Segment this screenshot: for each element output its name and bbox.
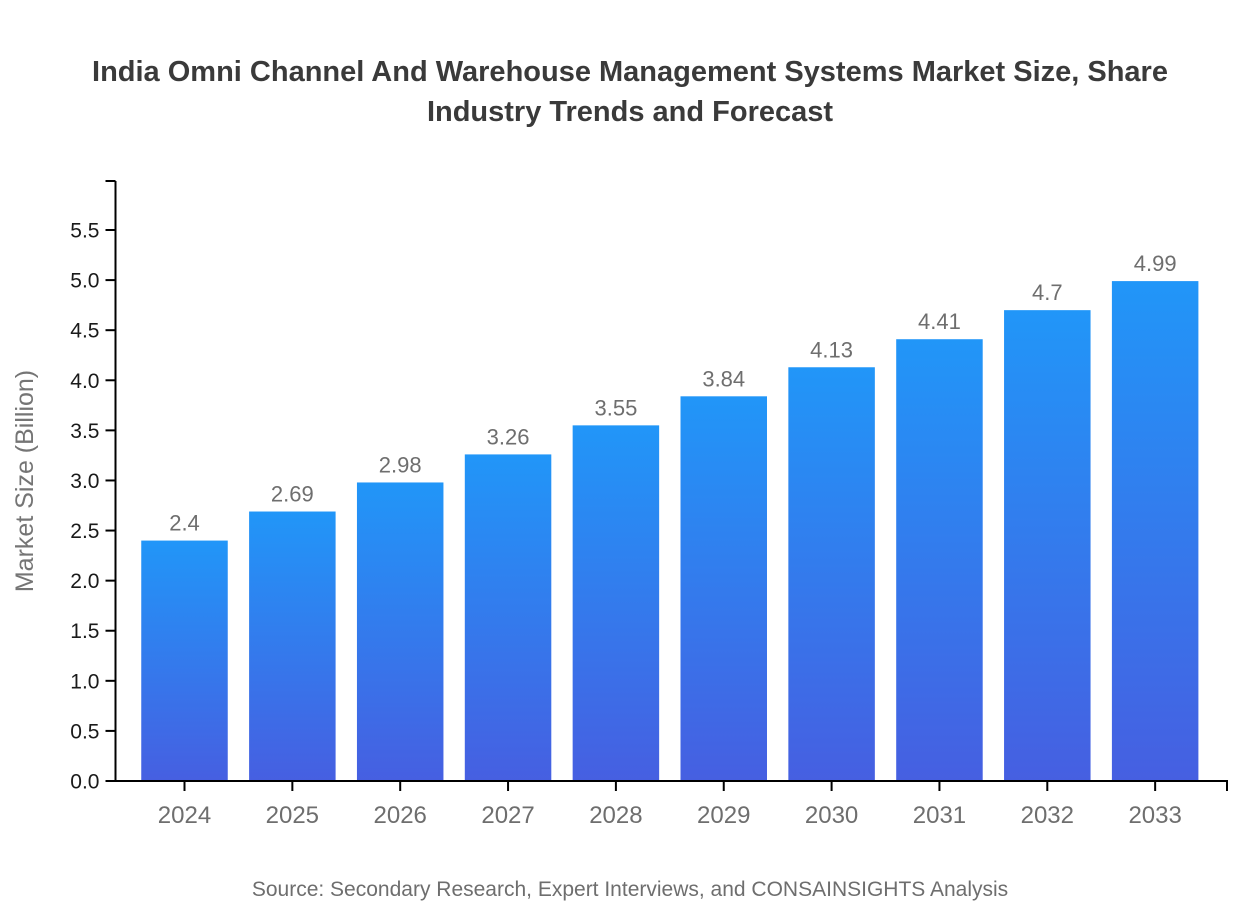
x-tick-label-2027: 2027 <box>481 802 534 829</box>
bar-2024 <box>141 540 228 781</box>
y-axis-title: Market Size (Billion) <box>11 370 39 592</box>
y-tick-label-5.5: 5.5 <box>70 220 99 243</box>
y-tick-label-2.5: 2.5 <box>70 520 99 543</box>
y-tick-label-1.0: 1.0 <box>70 670 99 693</box>
bar-2028 <box>572 425 660 781</box>
bar-value-label-2033: 4.99 <box>1134 251 1177 276</box>
bar-2030 <box>788 367 875 781</box>
source-note: Source: Secondary Research, Expert Inter… <box>251 878 1009 901</box>
ticks-layer <box>105 229 1157 791</box>
y-tick-label-2.0: 2.0 <box>70 570 99 593</box>
bar-2025 <box>249 511 336 781</box>
bar-2033 <box>1111 281 1199 781</box>
y-tick-label-0.0: 0.0 <box>70 771 99 794</box>
bar-value-label-2027: 3.26 <box>487 424 530 449</box>
y-tick-label-3.0: 3.0 <box>70 470 99 493</box>
y-tick-label-5.0: 5.0 <box>70 270 99 293</box>
y-tick-label-4.5: 4.5 <box>70 320 99 343</box>
bar-value-label-2026: 2.98 <box>379 452 422 477</box>
bar-value-label-2032: 4.7 <box>1032 280 1063 305</box>
bar-2026 <box>356 482 444 781</box>
bars-layer <box>141 281 1199 781</box>
y-tick-label-4.0: 4.0 <box>70 370 99 393</box>
x-tick-label-2024: 2024 <box>158 802 211 829</box>
bar-value-label-2029: 3.84 <box>702 366 745 391</box>
chart-title-line2: Industry Trends and Forecast <box>426 96 834 128</box>
bar-2031 <box>896 339 983 781</box>
chart-title-line1: India Omni Channel And Warehouse Managem… <box>92 56 1168 88</box>
y-tick-label-0.5: 0.5 <box>70 720 99 743</box>
x-tick-label-2031: 2031 <box>913 802 966 829</box>
bar-2029 <box>680 396 767 781</box>
bar-value-label-2024: 2.4 <box>169 511 200 536</box>
bar-value-label-2028: 3.55 <box>594 395 637 420</box>
x-tick-label-2028: 2028 <box>589 802 642 829</box>
x-tick-label-2029: 2029 <box>697 802 750 829</box>
y-tick-label-1.5: 1.5 <box>70 620 99 643</box>
bar-value-label-2031: 4.41 <box>918 309 961 334</box>
x-tick-label-2032: 2032 <box>1021 802 1074 829</box>
bar-value-label-2030: 4.13 <box>810 337 853 362</box>
x-tick-label-2026: 2026 <box>374 802 427 829</box>
labels-layer: 2.4 2024 2.69 2025 2.98 2026 3.26 2027 3.55 2028 3… <box>70 220 1182 829</box>
bar-2032 <box>1004 310 1091 781</box>
chart-title: India Omni Channel And Warehouse Managem… <box>0 52 1260 132</box>
x-tick-label-2030: 2030 <box>805 802 858 829</box>
bar-value-label-2025: 2.69 <box>271 482 314 507</box>
bar-2027 <box>464 454 552 781</box>
x-tick-label-2033: 2033 <box>1128 802 1181 829</box>
y-tick-label-3.5: 3.5 <box>70 420 99 443</box>
axes-layer <box>105 180 1228 791</box>
x-tick-label-2025: 2025 <box>266 802 319 829</box>
